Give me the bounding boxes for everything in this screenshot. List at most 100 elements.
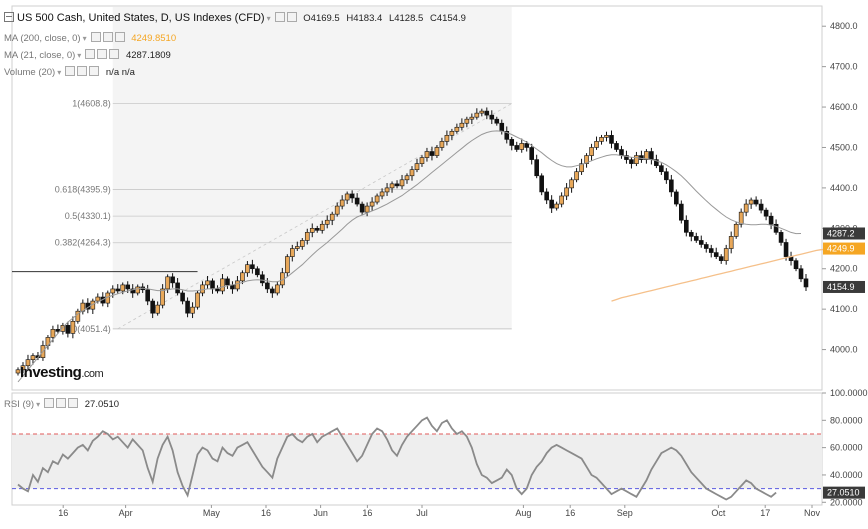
candle-down: [514, 145, 520, 150]
volume-value: n/a n/a: [105, 67, 135, 78]
candle-up: [110, 288, 116, 294]
candle-up: [604, 135, 609, 138]
volume-legend[interactable]: Volume (20) ▾ n/a n/a: [4, 66, 135, 78]
candle-down: [509, 139, 515, 146]
candle-down: [654, 159, 659, 166]
candle-up: [220, 278, 225, 292]
visibility-toggle-icon[interactable]: [85, 49, 96, 59]
candle-down: [270, 288, 275, 294]
candle-up: [25, 359, 31, 367]
close-icon[interactable]: [89, 66, 100, 76]
candle-up: [738, 211, 744, 225]
settings-icon[interactable]: [102, 32, 113, 42]
candle-up: [464, 118, 470, 124]
fibonacci-level-label: 1(4608.8): [72, 98, 111, 108]
candle-down: [145, 289, 150, 302]
instrument-title: US 500 Cash, United States, D, US Indexe…: [17, 12, 265, 24]
time-axis-label: Nov: [804, 508, 821, 518]
candle-up: [414, 163, 420, 171]
candle-down: [698, 240, 704, 245]
candle-down: [225, 278, 230, 286]
settings-icon[interactable]: [77, 66, 88, 76]
collapse-icon[interactable]: [4, 12, 14, 22]
ohlc-open: O4169.5: [303, 13, 340, 24]
candle-up: [384, 187, 390, 193]
chevron-down-icon[interactable]: ▾: [266, 14, 271, 23]
price-axis-label: 4000.0: [830, 345, 858, 355]
fibonacci-level-label: 0(4051.4): [72, 324, 111, 334]
candle-up: [339, 199, 345, 207]
candle-down: [783, 242, 789, 257]
candle-down: [703, 244, 709, 249]
chevron-down-icon[interactable]: ▾: [82, 34, 87, 43]
time-axis-label: Sep: [617, 508, 633, 518]
settings-icon[interactable]: [97, 49, 108, 59]
candle-up: [748, 199, 754, 205]
candle-up: [579, 163, 584, 173]
candle-down: [504, 131, 510, 140]
candle-down: [629, 159, 634, 164]
ma200-legend[interactable]: MA (200, close, 0) ▾ 4249.8510: [4, 32, 176, 44]
settings-icon[interactable]: [56, 398, 67, 408]
candle-up: [444, 135, 450, 142]
candle-down: [773, 223, 779, 233]
visibility-toggle-icon[interactable]: [274, 12, 285, 22]
candle-up: [275, 284, 280, 294]
price-label-badge: [823, 227, 865, 240]
candle-up: [240, 272, 245, 282]
visibility-toggle-icon[interactable]: [44, 398, 55, 408]
candle-down: [314, 228, 320, 231]
candle-up: [519, 143, 525, 150]
candle-down: [494, 118, 500, 124]
ohlc-close: C4154.9: [429, 13, 466, 24]
time-axis-label: Jul: [416, 508, 428, 518]
time-axis-label: Jun: [313, 508, 328, 518]
price-label-badge: [823, 280, 865, 293]
candle-down: [674, 191, 679, 205]
candle-up: [409, 169, 415, 177]
rsi-label: RSI (9): [4, 399, 35, 410]
rsi-legend[interactable]: RSI (9) ▾ 27.0510: [4, 398, 119, 410]
visibility-toggle-icon[interactable]: [90, 32, 101, 42]
candle-up: [479, 110, 485, 114]
candle-up: [454, 126, 460, 132]
candle-up: [285, 256, 290, 274]
candle-down: [175, 282, 180, 294]
candle-down: [649, 151, 654, 160]
candle-up: [574, 171, 579, 181]
ohlc-high: H4183.4: [346, 13, 383, 24]
candle-down: [713, 252, 719, 257]
candle-up: [743, 203, 749, 213]
close-icon[interactable]: [114, 32, 125, 42]
candle-down: [210, 280, 215, 290]
fibonacci-zone: [112, 7, 512, 330]
ma200-value: 4249.8510: [131, 33, 177, 44]
candle-down: [65, 325, 71, 334]
close-icon[interactable]: [68, 398, 79, 408]
visibility-toggle-icon[interactable]: [65, 66, 76, 76]
time-axis-label: Oct: [711, 508, 726, 518]
candle-down: [255, 268, 260, 276]
close-icon[interactable]: [109, 49, 120, 59]
candle-up: [419, 157, 425, 164]
instrument-legend[interactable]: US 500 Cash, United States, D, US Indexe…: [4, 12, 466, 24]
candle-up: [474, 112, 480, 118]
candle-up: [404, 175, 410, 181]
chevron-down-icon[interactable]: ▾: [77, 51, 82, 60]
price-label-badge: [823, 242, 865, 255]
settings-icon[interactable]: [286, 12, 297, 22]
price-axis-label: 4700.0: [830, 62, 858, 72]
candle-up: [449, 131, 455, 136]
time-axis-label: Apr: [119, 508, 133, 518]
ma21-legend[interactable]: MA (21, close, 0) ▾ 4287.1809: [4, 49, 171, 61]
chevron-down-icon[interactable]: ▾: [57, 68, 62, 77]
chevron-down-icon[interactable]: ▾: [36, 400, 41, 409]
candle-up: [50, 329, 56, 338]
candle-down: [349, 193, 355, 199]
candle-down: [768, 215, 774, 225]
candle-up: [155, 304, 160, 314]
candle-up: [559, 195, 564, 205]
candle-down: [693, 236, 699, 241]
